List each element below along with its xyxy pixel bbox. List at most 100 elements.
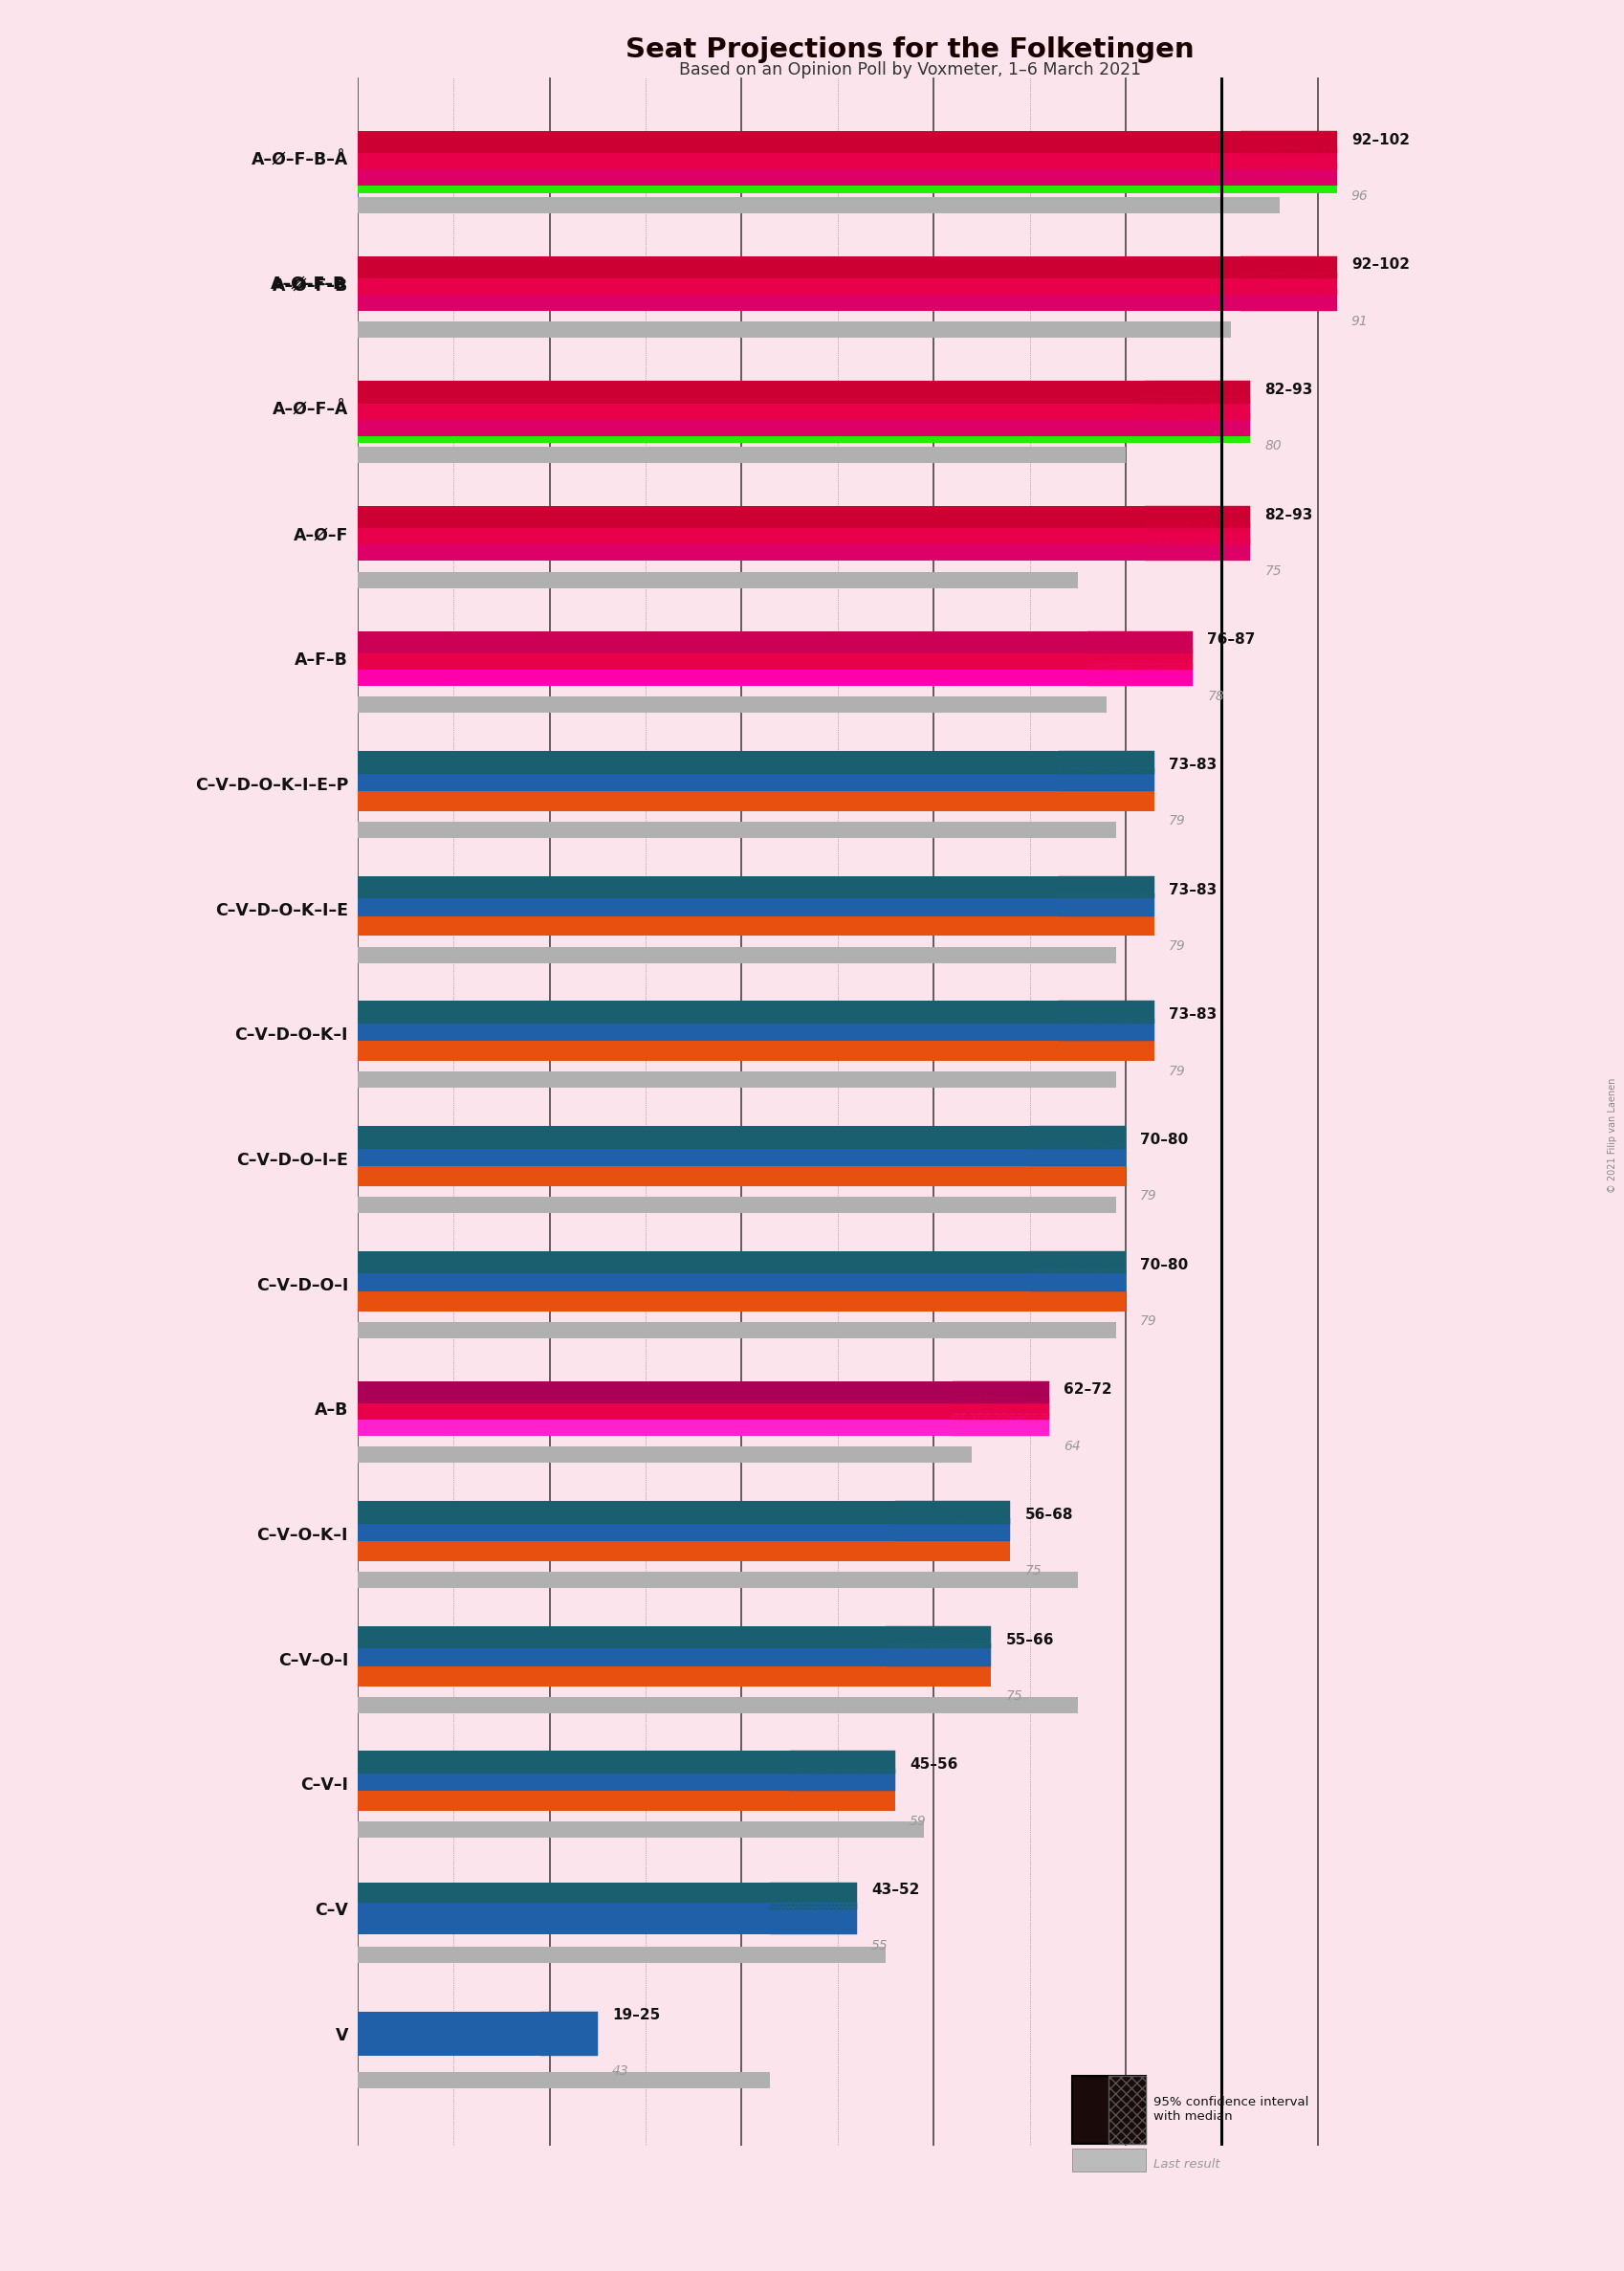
Bar [1086, 647, 1192, 670]
Bar [1241, 148, 1337, 170]
Text: 79: 79 [1168, 815, 1186, 827]
Bar [1145, 413, 1250, 436]
Text: 92–102: 92–102 [1351, 132, 1408, 148]
Bar [789, 1751, 895, 1774]
Bar [357, 1322, 1116, 1338]
Text: 95% confidence interval
with median: 95% confidence interval with median [1153, 2096, 1309, 2123]
Bar [357, 1626, 991, 1649]
Bar [1241, 132, 1337, 154]
Bar [357, 647, 1192, 670]
Bar [357, 1792, 895, 1810]
Bar [357, 1519, 1010, 1542]
Text: 59: 59 [909, 1815, 926, 1828]
Text: 75: 75 [1263, 563, 1281, 577]
Bar [357, 1542, 1010, 1560]
Text: 75: 75 [1025, 1565, 1041, 1578]
Bar [1086, 663, 1192, 686]
Bar [1145, 538, 1250, 561]
Bar [357, 322, 1231, 338]
Bar [357, 697, 1106, 713]
Text: 75: 75 [1005, 1690, 1021, 1703]
Text: 55–66: 55–66 [1005, 1633, 1054, 1646]
Bar [357, 822, 1116, 838]
Bar [885, 1644, 991, 1667]
Text: 91: 91 [1351, 313, 1367, 327]
Text: 79: 79 [1140, 1190, 1156, 1204]
Text: 70–80: 70–80 [1140, 1133, 1187, 1147]
Text: 73–83: 73–83 [1168, 1008, 1216, 1022]
Bar [1030, 1145, 1125, 1165]
Bar [357, 1883, 856, 1910]
Text: 62–72: 62–72 [1062, 1383, 1111, 1397]
Bar [1241, 273, 1337, 295]
Text: 43: 43 [612, 2064, 628, 2078]
Text: 80: 80 [1263, 438, 1281, 452]
Bar [895, 1501, 1010, 1524]
Bar [1145, 397, 1250, 420]
Bar [357, 1447, 971, 1463]
Bar [357, 1269, 1125, 1290]
Text: 64: 64 [1062, 1440, 1080, 1453]
Bar [357, 1696, 1077, 1712]
Text: 19–25: 19–25 [612, 2008, 659, 2021]
Text: 78: 78 [1207, 690, 1223, 702]
Bar [1086, 631, 1192, 654]
Bar [357, 1197, 1116, 1213]
Text: 79: 79 [1140, 1315, 1156, 1329]
Bar [357, 1751, 895, 1774]
Text: 82–93: 82–93 [1263, 382, 1312, 397]
Bar [357, 164, 1337, 186]
Bar [357, 1821, 924, 1837]
Bar [357, 1667, 991, 1685]
Bar [357, 1251, 1125, 1274]
Bar [770, 1883, 856, 1910]
Text: Seat Projections for the Folketingen: Seat Projections for the Folketingen [625, 36, 1194, 64]
Text: © 2021 Filip van Laenen: © 2021 Filip van Laenen [1606, 1079, 1616, 1192]
Bar [357, 790, 1153, 811]
Bar [1145, 506, 1250, 529]
Bar [1030, 1251, 1125, 1274]
Bar [357, 132, 1337, 154]
Text: 56–68: 56–68 [1025, 1508, 1072, 1522]
Bar [1241, 288, 1337, 311]
Bar [1057, 752, 1153, 774]
Bar [539, 2012, 598, 2055]
Bar [357, 2071, 770, 2087]
Bar [357, 522, 1250, 545]
Bar [357, 1381, 1047, 1403]
Bar [357, 1501, 1010, 1524]
Bar [1241, 257, 1337, 279]
Bar [357, 1126, 1125, 1149]
Text: 70–80: 70–80 [1140, 1258, 1187, 1272]
Text: 79: 79 [1168, 940, 1186, 954]
Bar [1057, 768, 1153, 790]
Bar [357, 436, 1250, 443]
Bar [357, 1165, 1125, 1185]
Bar [1057, 1002, 1153, 1024]
Bar [357, 915, 1153, 936]
Bar [357, 752, 1153, 774]
Text: 76–87: 76–87 [1207, 634, 1255, 647]
Text: 92–102: 92–102 [1351, 257, 1408, 273]
Bar [895, 1519, 1010, 1542]
Bar [357, 947, 1116, 963]
Bar [357, 893, 1153, 915]
Bar [357, 572, 1077, 588]
Bar [357, 1040, 1153, 1061]
Bar [357, 148, 1337, 170]
Bar [357, 631, 1192, 654]
Bar [357, 382, 1250, 404]
Bar [1057, 893, 1153, 915]
Bar [357, 1946, 885, 1962]
Bar [357, 397, 1250, 420]
Bar [357, 1017, 1153, 1040]
Bar [357, 1145, 1125, 1165]
Text: Last result: Last result [1153, 2157, 1220, 2171]
Bar [357, 877, 1153, 899]
Text: 73–83: 73–83 [1168, 759, 1216, 772]
Text: 45–56: 45–56 [909, 1758, 957, 1771]
Bar [357, 198, 1278, 213]
Bar [357, 447, 1125, 463]
Bar [952, 1381, 1047, 1403]
Bar [1241, 164, 1337, 186]
